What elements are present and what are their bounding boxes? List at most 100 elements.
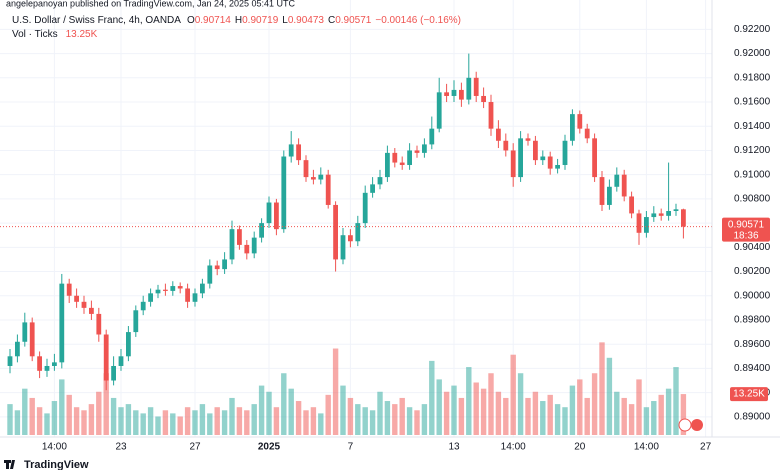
x-tick-label: 23 — [115, 442, 127, 453]
ohlc-value: 0.90719 — [242, 15, 279, 26]
volume-bar — [569, 385, 576, 435]
candle-layer — [0, 53, 712, 391]
volume-bar — [488, 373, 494, 435]
volume-bar — [369, 410, 376, 435]
ohlc-label: C — [328, 15, 335, 26]
candle-body — [66, 283, 72, 296]
volume-bar — [466, 367, 472, 435]
candle-body — [96, 313, 102, 335]
candle-body — [362, 192, 368, 224]
candle-body — [274, 202, 279, 230]
candle-body — [311, 177, 316, 180]
candle-body — [444, 92, 449, 96]
volume-bar — [303, 410, 309, 435]
y-tick-label: 0.89000 — [734, 411, 771, 422]
volume-bar — [288, 388, 294, 435]
y-tick-label: 0.92200 — [734, 24, 771, 35]
volume-last: 13.25K — [66, 29, 98, 40]
candle-body — [44, 365, 50, 371]
volume-bar — [377, 391, 383, 435]
x-tick-label: 14:00 — [42, 442, 67, 453]
volume-bar — [207, 413, 213, 435]
volume-bar — [540, 401, 546, 435]
volume-bar — [495, 391, 502, 435]
candle-body — [584, 128, 590, 139]
volume-bar — [614, 391, 620, 435]
volume-bar — [347, 397, 354, 435]
volume-bar — [59, 379, 65, 435]
candle-body — [148, 293, 153, 302]
volume-bar — [392, 404, 398, 435]
y-tick-label: 0.92000 — [734, 48, 771, 59]
volume-bar — [362, 407, 368, 435]
candle-body — [281, 156, 287, 230]
candle-body — [503, 140, 509, 151]
candle-body — [399, 162, 405, 165]
volume-bar — [221, 410, 228, 435]
volume-tag — [730, 387, 768, 402]
y-tick-label: 0.91000 — [734, 169, 771, 180]
volume-bar — [554, 404, 561, 435]
volume-bar — [414, 410, 420, 435]
candle-body — [392, 152, 398, 163]
candle-body — [414, 150, 420, 153]
y-tick-label: 0.90200 — [734, 266, 771, 277]
candle-body — [229, 229, 235, 260]
volume-bar — [628, 404, 635, 435]
candle-body — [525, 138, 531, 141]
candle-body — [348, 235, 353, 242]
candle-body — [533, 140, 538, 161]
y-tick-label: 0.89600 — [734, 339, 771, 350]
candle-body — [222, 259, 227, 270]
candle-body — [325, 174, 331, 205]
x-tick-label: 14:00 — [634, 442, 659, 453]
candle-body — [7, 356, 13, 366]
candle-body — [111, 365, 116, 381]
candle-body — [237, 229, 242, 245]
volume-bar — [118, 407, 124, 435]
volume-bar — [525, 397, 531, 435]
volume-bar — [584, 397, 590, 435]
x-tick-label: 2025 — [258, 442, 281, 453]
candle-body — [52, 362, 57, 366]
volume-bar — [318, 413, 324, 435]
candle-body — [170, 286, 176, 291]
icon — [691, 419, 703, 431]
volume-bar — [177, 416, 183, 435]
volume-bar — [73, 407, 80, 435]
volume-bar — [562, 407, 568, 435]
candle-body — [651, 213, 657, 218]
candle-body — [74, 295, 79, 302]
y-tick-label: 0.91600 — [734, 97, 771, 108]
candle-body — [555, 164, 560, 169]
volume-bar — [532, 391, 539, 435]
candle-body — [303, 160, 309, 178]
candle-body — [540, 156, 546, 161]
volume-bar — [621, 397, 627, 435]
volume-bar — [155, 416, 161, 435]
candle-body — [473, 77, 479, 96]
candle-body — [562, 140, 568, 165]
candle-body — [429, 128, 435, 145]
volume-bar — [310, 407, 317, 435]
candle-body — [15, 341, 20, 357]
x-tick-label: 7 — [348, 442, 354, 453]
volume-bar — [643, 407, 650, 435]
volume-bar — [680, 394, 687, 435]
grid — [0, 0, 712, 437]
volume-bar — [36, 407, 43, 435]
candle-body — [510, 150, 516, 178]
candle-body — [636, 213, 642, 233]
candle-body — [644, 217, 649, 233]
volume-bar — [399, 397, 405, 435]
ohlc-value: 0.90473 — [288, 15, 325, 26]
candle-body — [155, 289, 161, 294]
volume-bar — [473, 382, 479, 435]
candle-body — [177, 286, 183, 289]
candle-body — [496, 128, 501, 141]
volume-bar — [273, 407, 280, 435]
candle-body — [81, 301, 87, 308]
volume-bar — [429, 360, 435, 435]
candle-body — [214, 265, 220, 270]
